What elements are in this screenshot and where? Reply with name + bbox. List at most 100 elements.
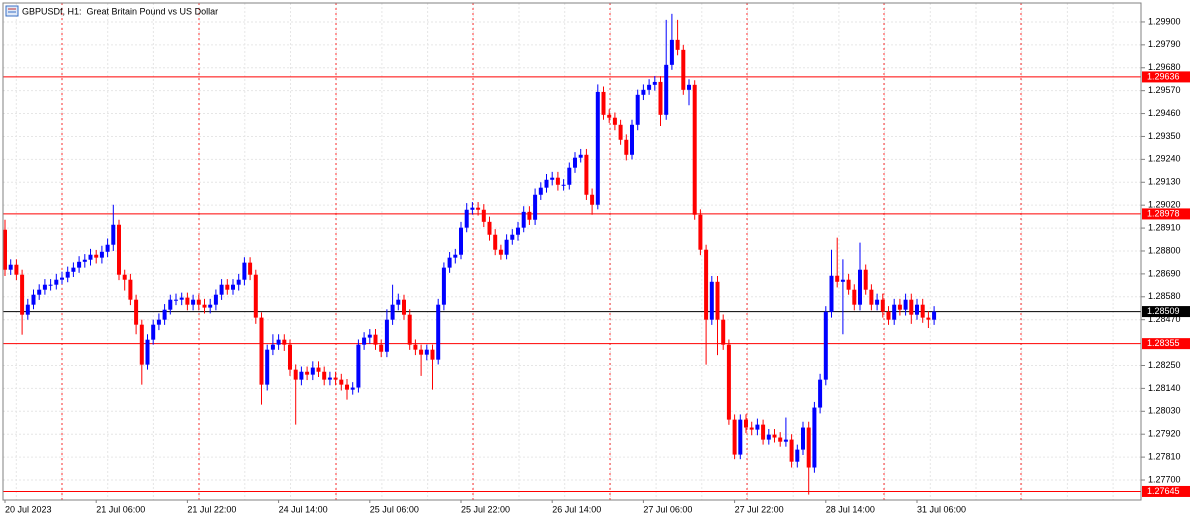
candle-body [430, 349, 435, 360]
candle-body [99, 251, 104, 258]
candle-body [915, 304, 919, 315]
candle-body [88, 254, 93, 260]
candle-body [533, 194, 538, 220]
candle-body [550, 177, 555, 180]
candle-body [208, 304, 213, 308]
candle-body [527, 211, 532, 220]
candle-body [356, 344, 361, 388]
candle-body [481, 209, 486, 222]
candle-body [641, 89, 646, 95]
y-tick-label: 1.27920 [1148, 429, 1181, 439]
candle-body [42, 284, 47, 290]
y-tick-label: 1.29020 [1148, 200, 1181, 210]
candle-body [493, 234, 498, 250]
candle-body [823, 311, 828, 380]
candle-body [595, 91, 600, 205]
axis-layer: 1.29900 1.29790 1.29680 1.29570 1.29460 1.293… [4, 16, 1190, 514]
candle-body [60, 277, 64, 280]
x-tick-label: 28 Jul 14:00 [826, 504, 875, 514]
chart-title: GBPUSDf, H1: Great Britain Pound vs US D… [22, 6, 218, 16]
candle-body [806, 427, 811, 468]
level-label: 1.27645 [1147, 486, 1180, 496]
candle-body [322, 371, 327, 380]
candle-body [852, 289, 857, 305]
x-tick-label: 21 Jul 06:00 [96, 504, 145, 514]
candle-body [94, 254, 99, 258]
title-icon [5, 5, 19, 17]
candle-body [538, 187, 543, 195]
y-tick-label: 1.29130 [1148, 177, 1181, 187]
candle-body [288, 344, 292, 370]
candle-body [196, 299, 201, 305]
y-tick-label: 1.28030 [1148, 406, 1181, 416]
candle-body [65, 271, 70, 278]
y-tick-label: 1.27700 [1148, 474, 1181, 484]
candle-body [293, 369, 298, 380]
candle-body [709, 281, 714, 320]
candle-body [128, 279, 133, 300]
candle-body [652, 81, 657, 85]
candle-body [48, 284, 53, 286]
candle-body [20, 274, 25, 315]
candle-body [407, 314, 412, 345]
candle-body [447, 257, 452, 268]
candle-body [749, 427, 754, 430]
candle-body [384, 319, 389, 352]
candle-body [459, 227, 463, 255]
candle-body [419, 349, 424, 355]
candle-body [504, 239, 509, 255]
candle-body [635, 94, 640, 125]
candle-body [664, 64, 669, 115]
candle-body [812, 407, 817, 468]
candle-body [715, 281, 720, 320]
candle-body [464, 209, 469, 228]
candle-body [111, 224, 116, 245]
current-price-box [1142, 306, 1190, 318]
candle-body [316, 367, 321, 372]
candle-body [77, 261, 82, 268]
x-tick-label: 26 Jul 14:00 [552, 504, 601, 514]
candle-body [31, 294, 36, 305]
candle-body [350, 387, 355, 390]
candle-body [259, 317, 264, 385]
x-tick-label: 27 Jul 06:00 [643, 504, 692, 514]
candle-body [835, 275, 840, 282]
candle-body [766, 434, 771, 440]
candle-body [584, 154, 589, 195]
y-tick-label: 1.28910 [1148, 222, 1181, 232]
candle-body [698, 214, 703, 250]
candle-body [789, 439, 794, 462]
y-tick-label: 1.29350 [1148, 131, 1181, 141]
candle-body [105, 244, 110, 252]
level-label: 1.28355 [1147, 338, 1180, 348]
grid-layer [3, 3, 1141, 500]
candle-body [327, 377, 332, 380]
candle-body [305, 371, 310, 375]
y-tick-label: 1.29240 [1148, 154, 1181, 164]
candle-body [578, 154, 583, 158]
candle-body [555, 177, 560, 185]
candle-body [687, 84, 691, 90]
candle-body [612, 117, 617, 125]
candle-body [909, 299, 914, 315]
candle-body [145, 339, 150, 365]
candle-body [487, 221, 492, 235]
candle-body [122, 274, 127, 280]
candle-body [744, 419, 748, 428]
candle-body [231, 284, 235, 290]
y-tick-label: 1.29570 [1148, 85, 1181, 95]
candle-body [441, 267, 446, 305]
candle-body [567, 167, 572, 185]
candle-body [675, 39, 680, 50]
candle-body [276, 339, 281, 345]
candle-body [248, 262, 253, 275]
candle-body [162, 309, 167, 320]
candle-body [413, 344, 418, 350]
y-tick-label: 1.28470 [1148, 314, 1181, 324]
candle-body [390, 304, 395, 320]
candle-body [647, 84, 652, 90]
candle-body [892, 304, 897, 320]
candle-body [219, 284, 224, 295]
candle-body [903, 299, 908, 310]
